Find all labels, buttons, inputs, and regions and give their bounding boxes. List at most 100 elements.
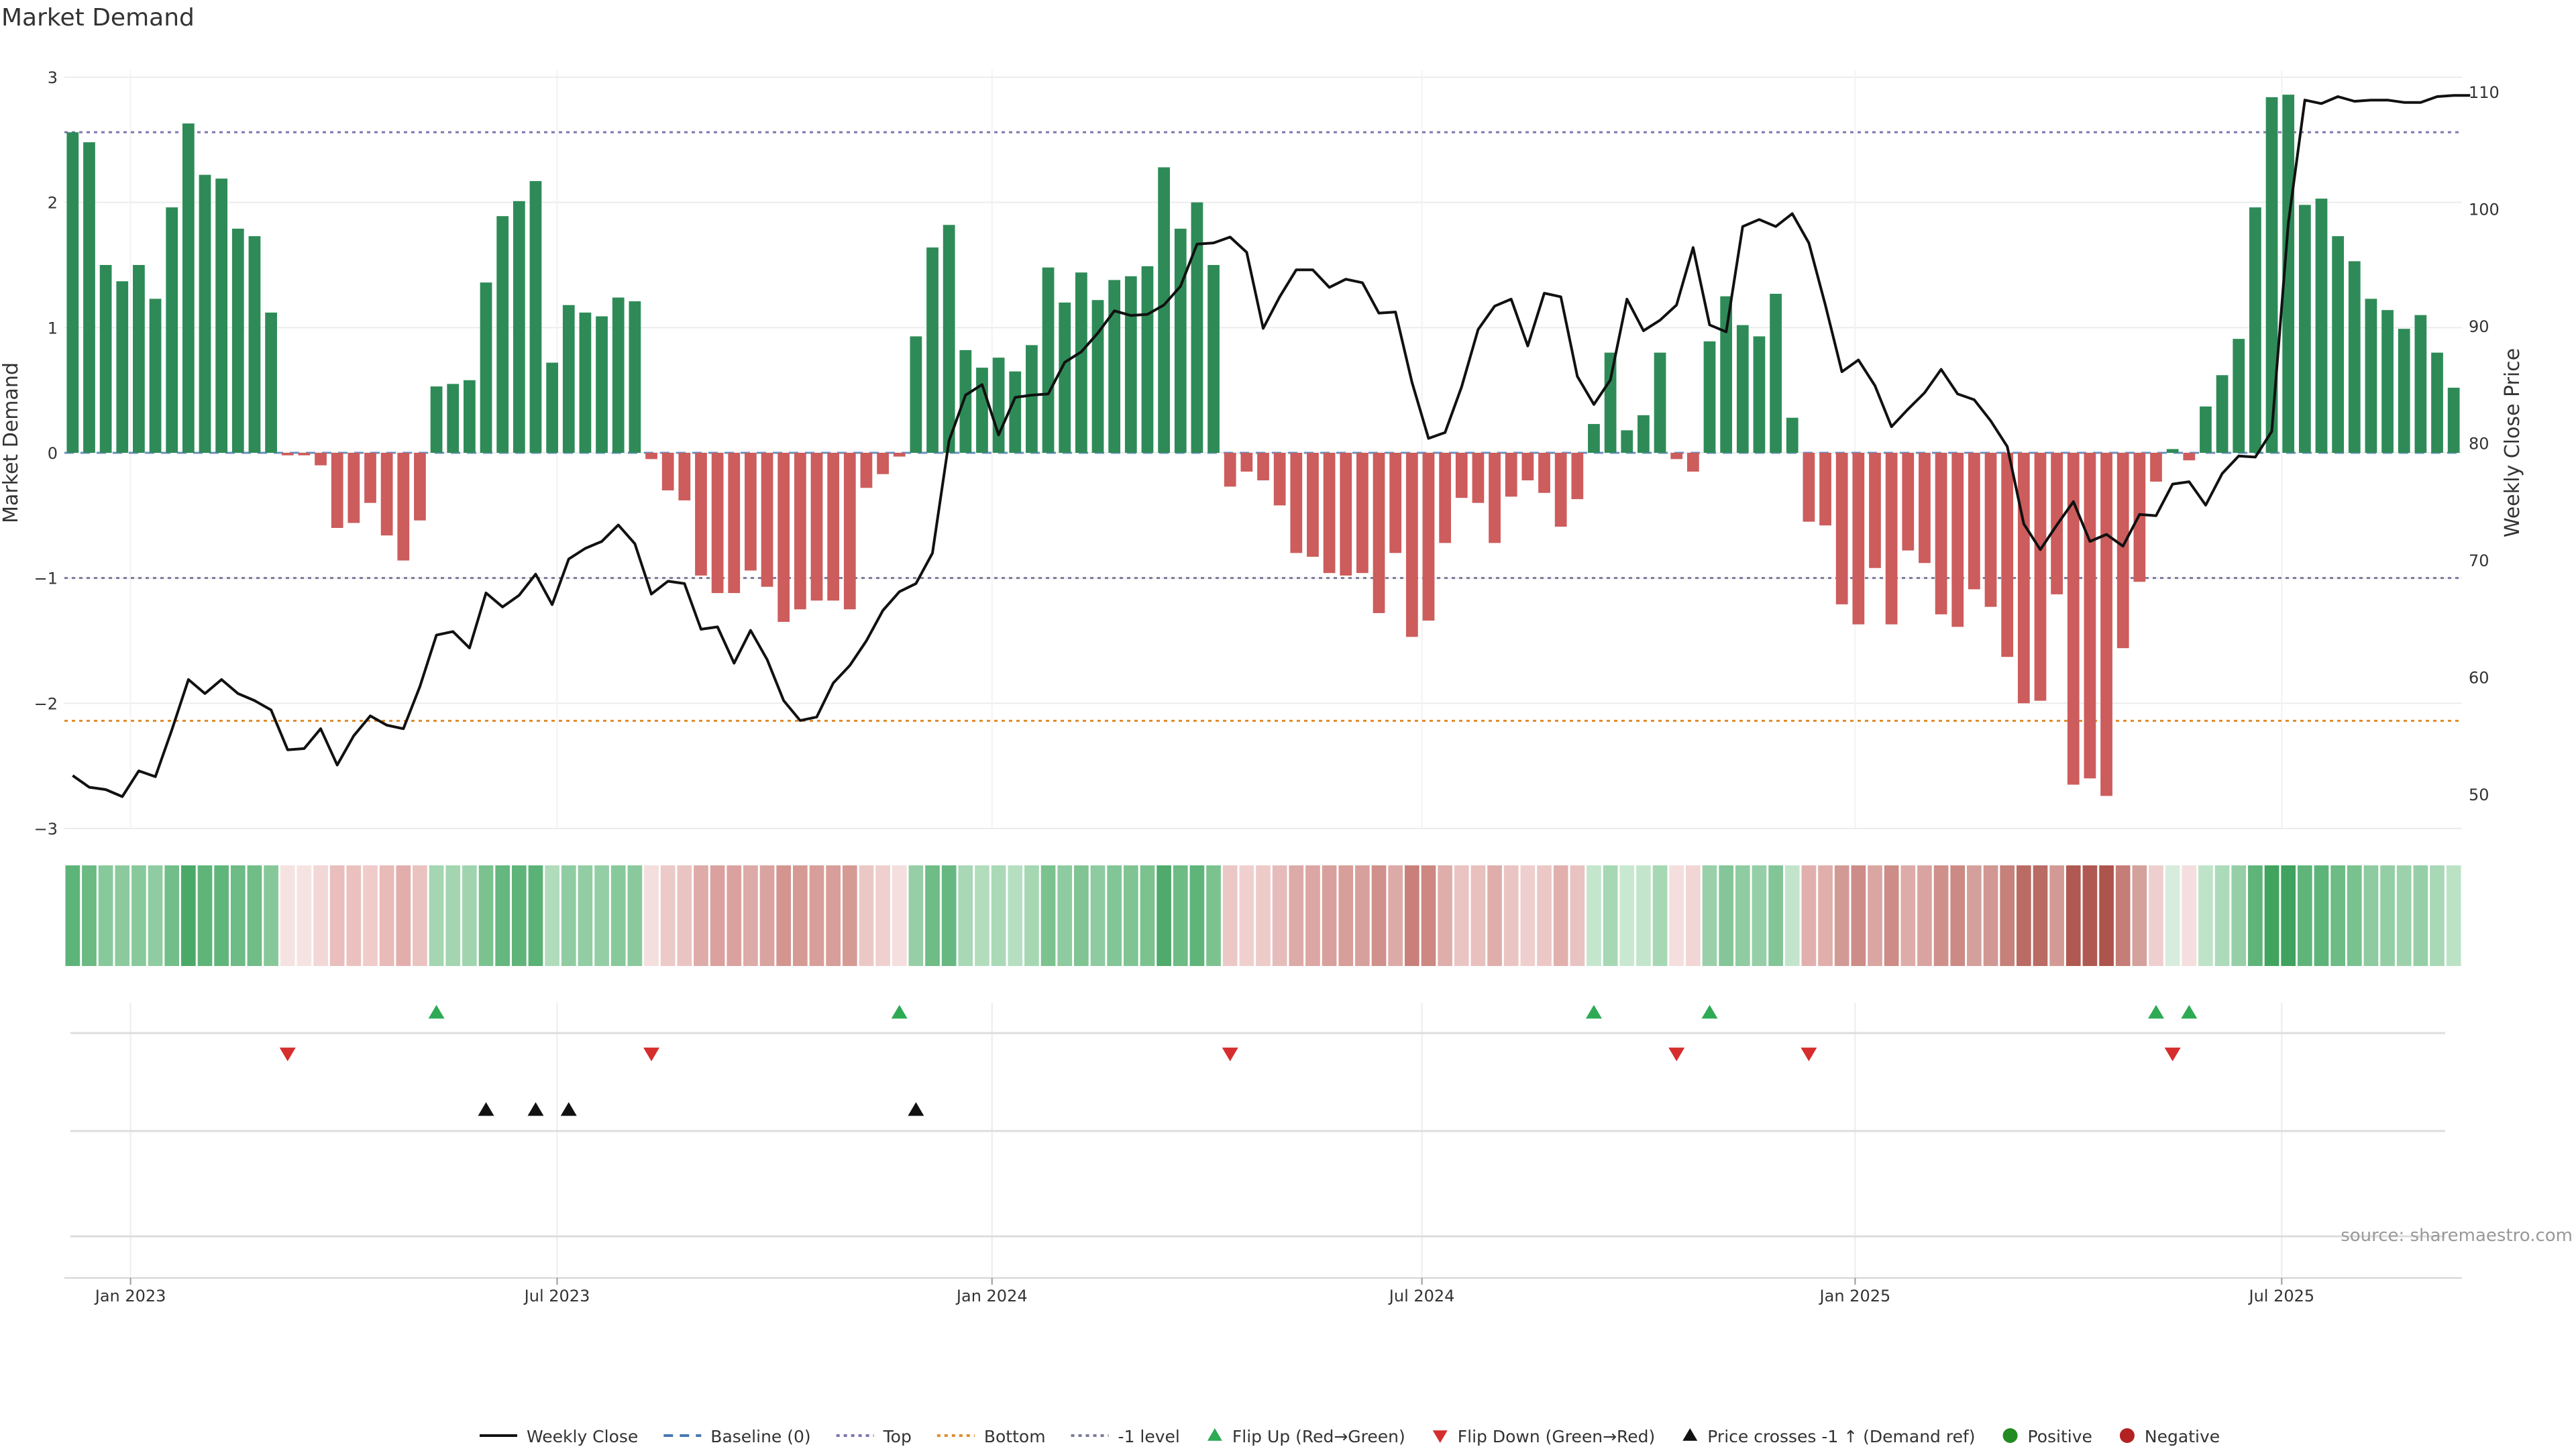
legend-swatch-triangle bbox=[1682, 1428, 1698, 1441]
strip-cell bbox=[2446, 865, 2461, 966]
strip-cell bbox=[1768, 865, 1783, 966]
demand-bar bbox=[761, 453, 773, 587]
strip-cell bbox=[131, 865, 146, 966]
x-tick-label: Jul 2024 bbox=[1388, 1287, 1455, 1305]
strip-cell bbox=[1917, 865, 1932, 966]
demand-bar bbox=[281, 453, 294, 455]
strip-cell bbox=[164, 865, 180, 966]
strip-cell bbox=[1537, 865, 1552, 966]
strip-cell bbox=[1421, 865, 1436, 966]
strip-cell bbox=[1057, 865, 1073, 966]
strip-cell bbox=[2198, 865, 2213, 966]
demand-bar bbox=[347, 453, 360, 523]
demand-bar bbox=[645, 453, 657, 460]
strip-cell bbox=[1784, 865, 1800, 966]
strip-cell bbox=[230, 865, 246, 966]
demand-bar bbox=[1472, 453, 1485, 503]
strip-cell bbox=[264, 865, 278, 966]
strip-cell bbox=[2065, 865, 2081, 966]
strip-cell bbox=[1851, 865, 1866, 966]
demand-bar bbox=[1521, 453, 1534, 481]
flip-up-marker bbox=[428, 1005, 445, 1019]
strip-cell bbox=[1884, 865, 1899, 966]
demand-bar bbox=[2447, 387, 2460, 453]
demand-bar bbox=[2282, 95, 2295, 453]
y-tick-label: 0 bbox=[48, 444, 58, 463]
strip-cell bbox=[2099, 865, 2114, 966]
strip-cell bbox=[2016, 865, 2031, 966]
flip-up-marker bbox=[2181, 1005, 2198, 1019]
price-cross-marker bbox=[478, 1102, 494, 1116]
demand-bar bbox=[2067, 453, 2080, 785]
demand-bar bbox=[397, 453, 410, 561]
strip-cell bbox=[1950, 865, 1966, 966]
strip-cell bbox=[1503, 865, 1519, 966]
strip-cell bbox=[1256, 865, 1271, 966]
y-tick-label: −2 bbox=[34, 694, 58, 713]
demand-bar bbox=[2414, 315, 2427, 453]
demand-bar bbox=[149, 299, 162, 453]
demand-bar bbox=[1422, 453, 1435, 621]
demand-bar bbox=[959, 350, 972, 453]
strip-cell bbox=[1570, 865, 1585, 966]
strip-cell bbox=[1933, 865, 1949, 966]
y2-tick-label: 110 bbox=[2469, 83, 2500, 102]
y-tick-label: 2 bbox=[48, 194, 58, 213]
strip-cell bbox=[2182, 865, 2197, 966]
demand-bar bbox=[265, 312, 277, 453]
demand-bar bbox=[2100, 453, 2112, 796]
strip-cell bbox=[1107, 865, 1122, 966]
demand-bar bbox=[2084, 453, 2096, 779]
flip-up-marker bbox=[891, 1005, 908, 1019]
demand-bar bbox=[529, 180, 542, 453]
demand-bar bbox=[2298, 205, 2311, 453]
strip-cell bbox=[1404, 865, 1419, 966]
strip-cell bbox=[396, 865, 411, 966]
strip-cell bbox=[1967, 865, 1982, 966]
demand-bar bbox=[711, 453, 724, 594]
strip-cell bbox=[2033, 865, 2048, 966]
demand-bar bbox=[579, 312, 592, 453]
demand-bar bbox=[83, 142, 95, 453]
strip-cell bbox=[2132, 865, 2147, 966]
demand-bar bbox=[1604, 352, 1617, 453]
demand-bar bbox=[926, 247, 938, 453]
y2-tick-label: 60 bbox=[2469, 669, 2489, 688]
demand-bar bbox=[2116, 453, 2129, 649]
y2-tick-label: 80 bbox=[2469, 435, 2489, 453]
strip-cell bbox=[2330, 865, 2345, 966]
strip-cell bbox=[545, 865, 559, 966]
demand-bar bbox=[2150, 453, 2162, 482]
strip-cell bbox=[346, 865, 362, 966]
demand-bar bbox=[1703, 341, 1716, 453]
demand-bar bbox=[745, 453, 757, 571]
demand-bar bbox=[661, 453, 674, 490]
demand-bar bbox=[1505, 453, 1517, 497]
strip-cell bbox=[1636, 865, 1651, 966]
demand-bar bbox=[315, 453, 327, 466]
strip-cell bbox=[1222, 865, 1238, 966]
flip-up-marker bbox=[1701, 1005, 1718, 1019]
strip-cell bbox=[528, 865, 543, 966]
strip-cell bbox=[2214, 865, 2230, 966]
demand-bar bbox=[2381, 310, 2394, 453]
strip-cell bbox=[776, 865, 792, 966]
demand-bar bbox=[1489, 453, 1501, 543]
axes: 3 2 1 0 −1 −2 −3 110 100 90 80 70 60 50 bbox=[34, 68, 2500, 839]
legend-label: -1 level bbox=[1118, 1427, 1180, 1446]
demand-bar bbox=[1042, 267, 1055, 453]
flip-down-marker bbox=[1222, 1047, 1238, 1061]
demand-bar bbox=[2431, 352, 2443, 453]
y2-tick-label: 50 bbox=[2469, 786, 2489, 804]
strip-cell bbox=[644, 865, 659, 966]
flip-down-marker bbox=[2164, 1047, 2181, 1061]
strip-cell bbox=[329, 865, 345, 966]
demand-bar bbox=[612, 297, 625, 453]
strip-cell bbox=[859, 865, 874, 966]
strip-cell bbox=[1619, 865, 1635, 966]
legend-label: Flip Down (Green→Red) bbox=[1458, 1427, 1656, 1446]
demand-bar bbox=[1951, 453, 1964, 627]
legend: Weekly Close Baseline (0) Top Bottom -1 leve… bbox=[480, 1427, 2220, 1446]
strip-cell bbox=[627, 865, 643, 966]
demand-bar bbox=[877, 453, 889, 474]
